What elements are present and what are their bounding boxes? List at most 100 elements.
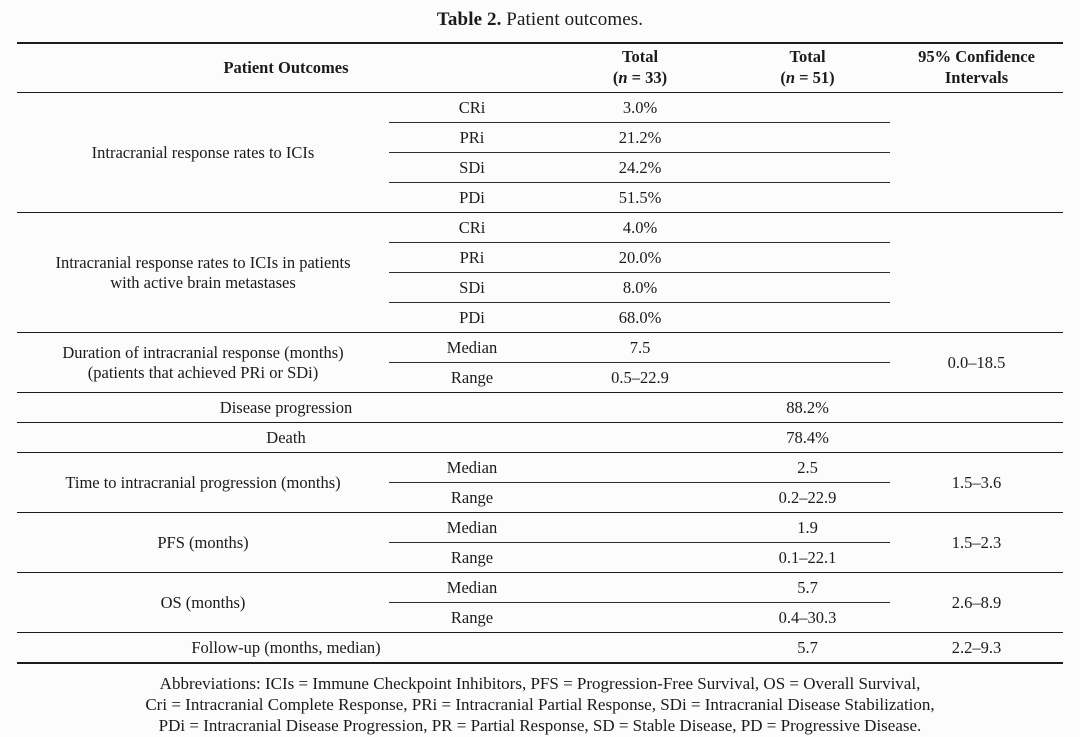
ci-cell xyxy=(890,93,1063,213)
value-n33-cell xyxy=(555,452,726,483)
value-n33-cell xyxy=(555,512,726,543)
footnote-line: Abbreviations: ICIs = Immune Checkpoint … xyxy=(159,674,921,693)
value-n33-cell: 8.0% xyxy=(555,272,726,303)
outcome-label-line2: with active brain metastases xyxy=(110,272,296,292)
ci-cell: 1.5–3.6 xyxy=(951,472,1002,492)
ci-cell: 2.2–9.3 xyxy=(951,637,1002,657)
value-n33-cell: 21.2% xyxy=(555,122,726,153)
value-n51-cell xyxy=(725,332,891,363)
value-n51-cell: 88.2% xyxy=(786,397,829,417)
block-pfs: PFS (months) Median 1.9 1.5–2.3 Range 0.… xyxy=(17,512,1064,573)
sub-label-cell: Median xyxy=(389,512,556,543)
ci-cell: 1.5–2.3 xyxy=(951,532,1002,552)
col-header-total-n51: Total (n = 51) xyxy=(725,43,890,93)
table-row: Follow-up (months, median) 5.7 2.2–9.3 xyxy=(17,633,1063,664)
outcome-label-cell: Disease progression xyxy=(219,397,353,417)
outcome-label-line2: (patients that achieved PRi or SDi) xyxy=(87,362,319,382)
table-row: PRi 20.0% xyxy=(17,242,1063,273)
value-n51-cell xyxy=(725,303,890,333)
table-footnote: Abbreviations: ICIs = Immune Checkpoint … xyxy=(0,673,1080,736)
value-n51-cell: 1.9 xyxy=(725,512,891,543)
sub-label-cell: PRi xyxy=(389,242,556,273)
sub-label-cell: Median xyxy=(389,572,556,603)
sub-label-cell: Range xyxy=(450,547,494,567)
total-label: Total xyxy=(621,47,659,67)
ci-cell xyxy=(890,393,1063,423)
outcome-label: Intracranial response rates to ICIs xyxy=(91,142,315,162)
ci-cell xyxy=(890,213,1063,333)
table-row: Range 0.2–22.9 xyxy=(17,483,1063,513)
block-followup: Follow-up (months, median) 5.7 2.2–9.3 xyxy=(17,633,1063,664)
outcome-label-cell: Death xyxy=(266,427,306,447)
value-n33-cell: 68.0% xyxy=(618,307,662,327)
value-n33-cell xyxy=(555,633,725,664)
ci-header-line2: Intervals xyxy=(944,68,1009,87)
ci-cell xyxy=(890,423,1063,453)
table-row: Intracranial response rates to ICIs in p… xyxy=(17,212,1063,292)
value-n51-cell xyxy=(725,242,891,273)
outcome-label-cell: OS (months) xyxy=(160,592,246,612)
outcome-label-line1: Intracranial response rates to ICIs in p… xyxy=(55,253,351,273)
table-row: PRi 21.2% xyxy=(17,122,1063,153)
sub-label-cell: Median xyxy=(389,332,556,363)
value-n33-cell xyxy=(555,543,725,573)
sub-label-cell: CRi xyxy=(389,212,556,243)
outcome-label-cell: Duration of intracranial response (month… xyxy=(17,333,389,393)
sub-label-cell: Range xyxy=(450,607,494,627)
ci-header-line1: 95% Confidence xyxy=(918,47,1035,67)
value-n51-cell: 2.5 xyxy=(725,452,891,483)
value-n33-cell xyxy=(555,572,726,603)
outcome-label-cell: Intracranial response rates to ICIs in p… xyxy=(17,213,389,333)
ci-cell: 2.6–8.9 xyxy=(951,592,1002,612)
table-row: Range 0.1–22.1 xyxy=(17,543,1063,573)
table-number-label: Table 2. xyxy=(436,9,502,30)
table-caption: Patient outcomes. xyxy=(506,9,644,30)
block-duration: Duration of intracranial response (month… xyxy=(17,332,1064,393)
n33-open: ( xyxy=(612,68,619,87)
table-row: PFS (months) Median 1.9 1.5–2.3 xyxy=(17,512,1063,552)
value-n51-cell: 5.7 xyxy=(725,572,891,603)
sub-label-cell: PRi xyxy=(389,122,556,153)
value-n33-cell: 24.2% xyxy=(555,152,726,183)
block-time-to-progression: Time to intracranial progression (months… xyxy=(17,452,1064,513)
sub-label-cell: Range xyxy=(450,367,494,387)
value-n33-cell xyxy=(555,423,725,453)
sub-label-cell: Range xyxy=(450,487,494,507)
sub-label-cell: PDi xyxy=(459,307,485,327)
sub-label-cell: Median xyxy=(389,452,556,483)
sub-label-cell: SDi xyxy=(389,152,556,183)
value-n33-cell: 4.0% xyxy=(555,212,726,243)
value-n33-cell: 7.5 xyxy=(555,332,726,363)
value-n33-cell: 20.0% xyxy=(555,242,726,273)
block-disease-progression: Disease progression 88.2% xyxy=(17,393,1064,423)
outcome-label-line1: Duration of intracranial response (month… xyxy=(62,343,344,363)
value-n51-cell: 5.7 xyxy=(797,637,818,657)
value-n33-cell: 0.5–22.9 xyxy=(611,367,669,387)
sub-label-cell: SDi xyxy=(389,272,556,303)
value-n33-cell: 3.0% xyxy=(555,92,726,123)
outcome-label-cell: Intracranial response rates to ICIs xyxy=(17,93,389,213)
value-n33-cell xyxy=(555,483,725,513)
block-icis-active: Intracranial response rates to ICIs in p… xyxy=(17,212,1064,333)
n33-rest: = 33) xyxy=(627,68,668,87)
total-label: Total xyxy=(789,47,826,67)
value-n51-cell xyxy=(725,92,891,123)
col-header-label: Patient Outcomes xyxy=(223,57,349,77)
table-row: Time to intracranial progression (months… xyxy=(17,452,1063,492)
value-n33-cell xyxy=(555,603,725,633)
value-n33-cell: 51.5% xyxy=(618,187,662,207)
table-row: Range 0.4–30.3 xyxy=(17,603,1063,633)
n51-open: ( xyxy=(780,68,786,87)
value-n33-cell xyxy=(555,393,725,423)
value-n51-cell: 78.4% xyxy=(786,427,829,447)
table-row: PDi 68.0% xyxy=(17,303,1063,333)
table-row: Intracranial response rates to ICIs CRi … xyxy=(17,92,1063,162)
table-row: OS (months) Median 5.7 2.6–8.9 xyxy=(17,572,1063,612)
block-os: OS (months) Median 5.7 2.6–8.9 Range 0.4… xyxy=(17,572,1064,633)
value-n51-cell: 0.4–30.3 xyxy=(778,607,837,627)
table-row: SDi 24.2% xyxy=(17,152,1063,183)
ci-cell: 0.0–18.5 xyxy=(947,352,1006,372)
value-n51-cell xyxy=(725,152,891,183)
table-row: SDi 8.0% xyxy=(17,272,1063,303)
footnote-line: PDi = Intracranial Disease Progression, … xyxy=(158,716,922,736)
